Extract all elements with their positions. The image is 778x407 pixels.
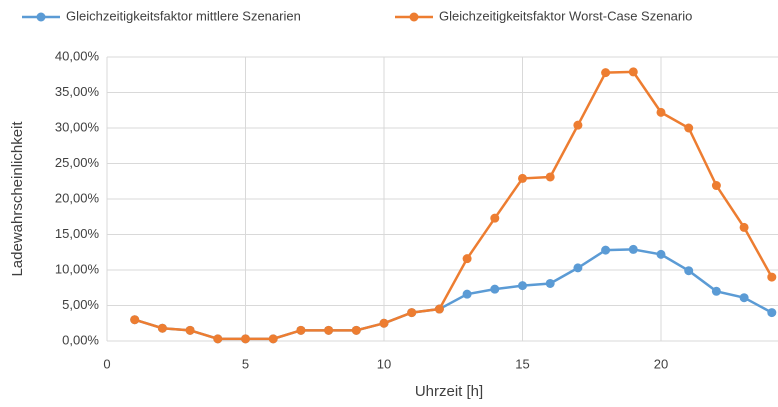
x-tick-label: 20: [654, 356, 668, 371]
y-tick-label: 10,00%: [55, 261, 100, 276]
x-tick-label: 15: [515, 356, 529, 371]
series-line: [134, 248, 773, 341]
y-tick-label: 0,00%: [62, 332, 99, 347]
y-tick-label: 5,00%: [62, 297, 99, 312]
y-tick-label: 20,00%: [55, 190, 100, 205]
data-point: [684, 266, 694, 276]
y-tick-label: 40,00%: [55, 48, 100, 63]
data-point: [711, 286, 721, 296]
data-point: [739, 293, 749, 303]
y-tick-label: 25,00%: [55, 155, 100, 170]
data-point: [324, 325, 334, 335]
data-point: [656, 249, 666, 259]
data-point: [628, 244, 638, 254]
data-point: [518, 281, 527, 291]
data-point: [601, 245, 611, 255]
data-point: [351, 325, 361, 335]
data-point: [656, 107, 666, 117]
data-point: [379, 318, 389, 328]
data-point: [767, 308, 777, 318]
data-point: [213, 334, 223, 344]
legend-label: Gleichzeitigkeitsfaktor Worst-Case Szena…: [439, 8, 692, 23]
data-point: [545, 172, 555, 182]
data-point: [490, 284, 500, 294]
data-point: [518, 173, 527, 183]
y-tick-label: 15,00%: [55, 226, 100, 241]
data-point: [573, 120, 583, 130]
y-tick-label: 35,00%: [55, 84, 100, 99]
data-point: [711, 181, 721, 191]
data-point: [157, 323, 167, 333]
x-axis-label: Uhrzeit [h]: [415, 383, 483, 400]
data-point: [601, 68, 611, 78]
data-point: [684, 123, 694, 133]
data-point: [462, 254, 472, 264]
data-point: [628, 67, 638, 77]
data-point: [739, 222, 749, 232]
data-point: [185, 325, 195, 335]
legend-marker: [409, 12, 419, 22]
legend-marker: [36, 12, 46, 22]
x-tick-label: 0: [103, 356, 110, 371]
series-line: [134, 70, 773, 341]
x-tick-label: 10: [377, 356, 391, 371]
data-point: [462, 289, 472, 299]
data-point: [545, 278, 555, 288]
data-point: [130, 315, 140, 325]
data-point: [241, 334, 250, 344]
data-point: [407, 308, 417, 318]
y-tick-label: 30,00%: [55, 119, 100, 134]
data-point: [434, 304, 444, 314]
x-tick-label: 5: [242, 356, 249, 371]
data-point: [296, 325, 306, 335]
data-point: [490, 213, 500, 223]
data-point: [573, 263, 583, 273]
data-point: [767, 272, 777, 282]
legend-label: Gleichzeitigkeitsfaktor mittlere Szenari…: [66, 8, 301, 23]
data-point: [268, 334, 278, 344]
y-axis-label: Ladewahrscheinlichkeit: [9, 121, 26, 277]
